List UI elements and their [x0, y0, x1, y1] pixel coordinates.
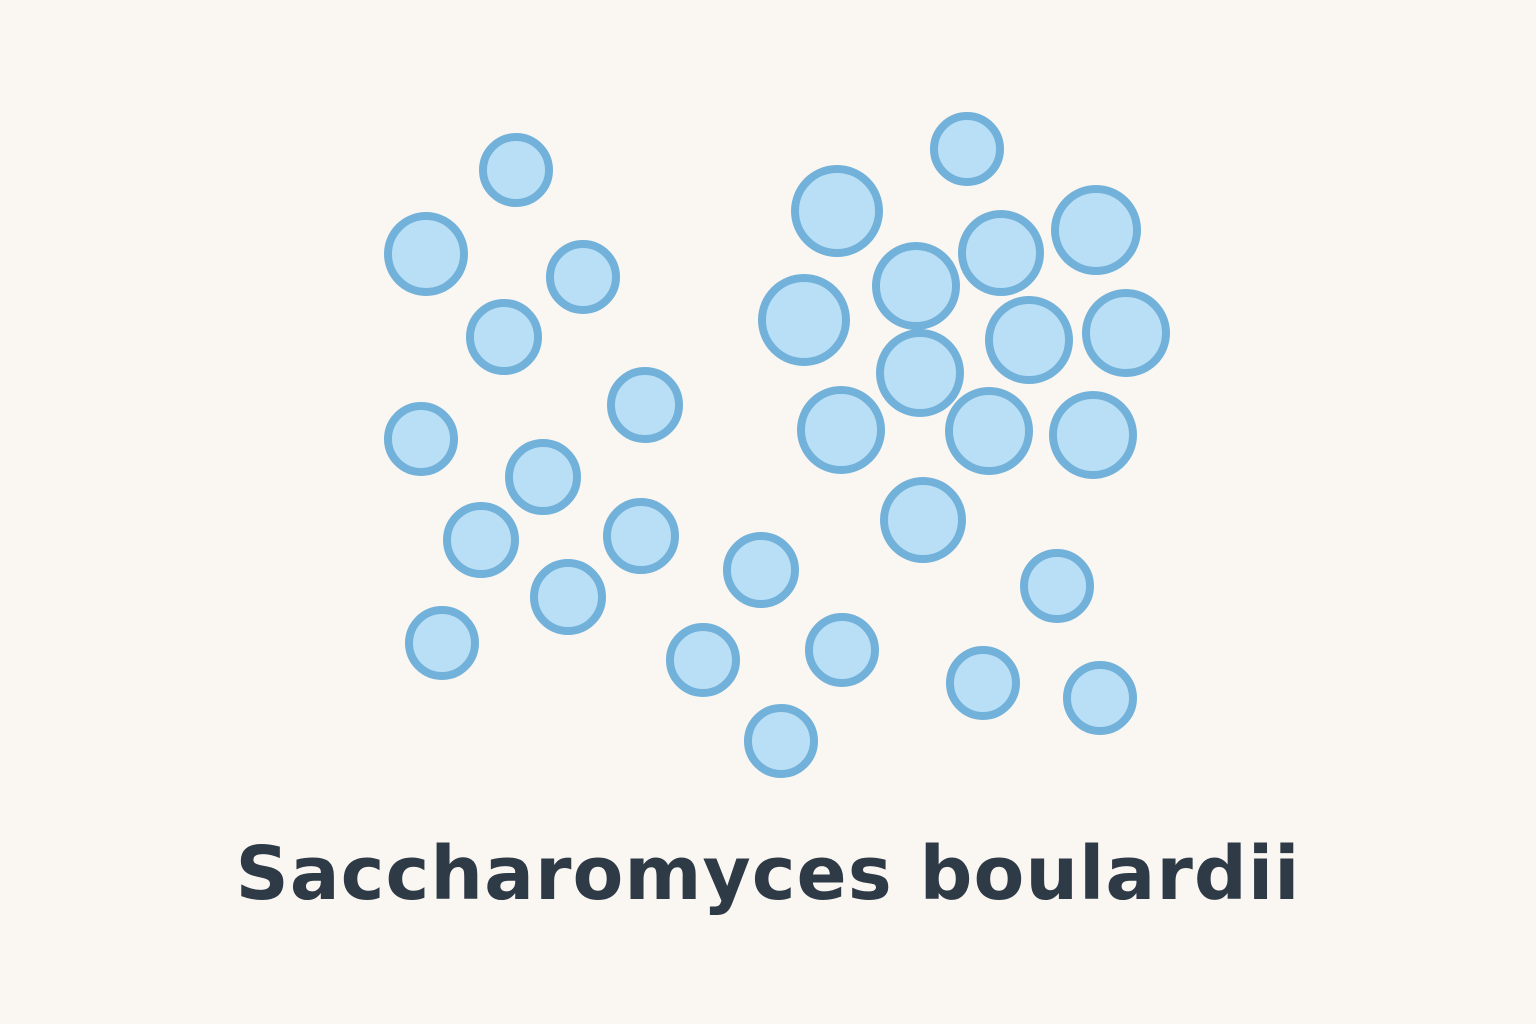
yeast-cell — [1020, 549, 1094, 623]
yeast-cell — [758, 274, 850, 366]
yeast-cell — [791, 165, 883, 257]
yeast-cell — [384, 212, 468, 296]
yeast-cell — [945, 387, 1033, 475]
yeast-cell — [607, 367, 683, 443]
yeast-cell — [479, 133, 553, 207]
yeast-cell — [530, 559, 606, 635]
yeast-cell — [744, 704, 818, 778]
yeast-cell — [1063, 661, 1137, 735]
yeast-cell — [946, 646, 1020, 720]
yeast-cell-group — [384, 112, 1170, 778]
yeast-cell — [666, 623, 740, 697]
yeast-cell — [1082, 289, 1170, 377]
yeast-cell — [1049, 391, 1137, 479]
yeast-cell — [880, 477, 966, 563]
yeast-cell — [405, 606, 479, 680]
yeast-cell — [930, 112, 1004, 186]
yeast-cell — [797, 386, 885, 474]
yeast-cell — [1051, 185, 1141, 275]
yeast-cell — [443, 502, 519, 578]
yeast-cell — [546, 240, 620, 314]
yeast-cell — [958, 210, 1044, 296]
yeast-cell — [876, 329, 964, 417]
yeast-cell — [384, 402, 458, 476]
yeast-cell — [466, 299, 542, 375]
yeast-cell — [723, 532, 799, 608]
yeast-cell — [872, 242, 960, 330]
species-caption: Saccharomyces boulardii — [235, 831, 1301, 917]
yeast-cell — [985, 296, 1073, 384]
yeast-cell — [505, 439, 581, 515]
yeast-cell — [805, 613, 879, 687]
yeast-cell — [603, 498, 679, 574]
